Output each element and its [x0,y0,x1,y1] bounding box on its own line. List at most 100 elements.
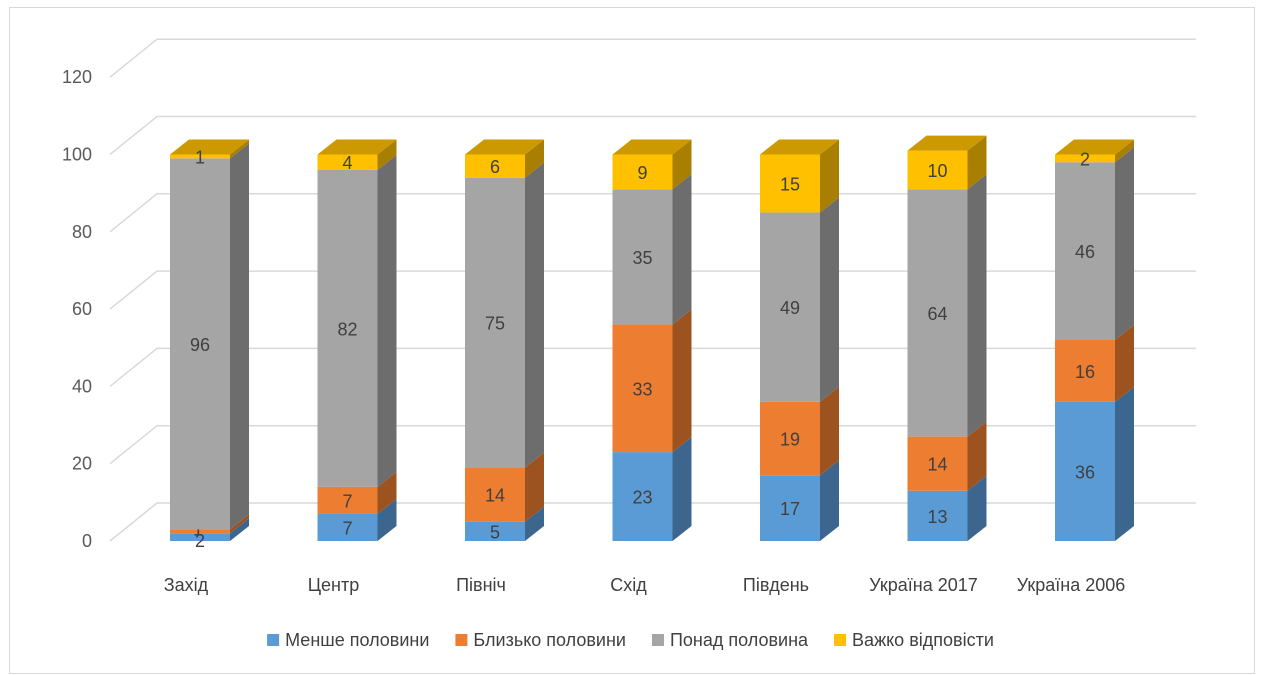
data-label: 36 [1075,462,1095,482]
bar-top [907,135,987,151]
data-label: 82 [337,319,357,339]
bar-side [230,139,249,159]
bar-segment: 7 [317,471,397,514]
bar-side [1115,325,1134,402]
bar-side [1115,386,1134,541]
legend-label: Близько половини [473,630,626,650]
data-label: 2 [195,531,205,551]
bar-top [1055,139,1134,155]
bar-segment: 2 [170,518,249,551]
x-axis: Захід Центр Північ Схід Південь Україна 2017 У… [164,575,1125,595]
x-tick-label: Україна 2006 [1017,575,1126,595]
x-tick-label: Захід [164,575,209,595]
legend-item: Понад половина [651,630,809,650]
data-label: 19 [780,430,800,450]
bar-front [612,189,673,325]
bar-side [1115,147,1134,341]
x-tick-label: Центр [308,575,360,595]
legend-label: Понад половина [670,630,809,650]
bar-side [230,514,249,534]
bar-front [170,154,230,159]
bar-front [612,154,673,190]
bar-side [820,197,839,402]
gridline [109,502,1196,542]
bar-segment: 14 [465,452,544,522]
y-axis: 0 20 40 60 80 100 120 [62,67,92,551]
bar-side [820,460,839,541]
bar-segment: 1 [170,139,249,167]
bar-side [377,471,397,514]
bar-side [672,174,692,325]
bar-segment: 23 [612,437,692,541]
gridlines [109,38,1196,542]
bar-front [907,490,968,541]
bar-front [317,513,378,541]
bar-front [612,452,673,541]
bar-side [967,174,987,437]
bar-side [230,518,249,541]
gridline [109,115,1196,156]
bar-segment: 5 [465,506,544,542]
bar-side [820,386,839,476]
bar-segment: 82 [317,154,397,487]
data-label: 14 [485,486,505,506]
bar-segment: 19 [760,386,839,476]
legend: Менше половини Близько половини Понад поло… [267,630,994,650]
x-tick-label: Україна 2017 [869,575,978,595]
bar-segment: 14 [907,421,987,491]
bar-segment: 10 [907,135,987,190]
data-label: 7 [342,491,352,511]
y-tick-label: 80 [72,222,92,242]
bar-side [525,506,544,541]
bar-side [672,437,692,541]
bar-segment: 15 [760,139,839,213]
bar-side [820,139,839,213]
y-tick-label: 120 [62,67,92,87]
bar-side [967,475,987,541]
bar-side [377,498,397,541]
bar-front [760,401,820,476]
bar-segment: 17 [760,460,839,541]
data-label: 13 [927,507,947,527]
bar-segment: 36 [1055,386,1134,541]
bar-front [760,475,820,541]
bar-top [465,139,544,155]
data-label: 7 [342,518,352,538]
legend-item: Близько половини [455,630,626,650]
data-label: 64 [927,304,947,324]
data-label: 75 [485,314,505,334]
bar-front [465,154,525,178]
bar-top [317,139,397,155]
y-tick-label: 60 [72,299,92,319]
bar-front [317,486,378,514]
y-tick-label: 100 [62,145,92,165]
data-label: 10 [927,161,947,181]
bar-front [1055,340,1115,402]
y-tick-label: 40 [72,376,92,396]
bar-front [170,158,230,530]
bar-segment: 13 [907,475,987,541]
bar-top [170,139,249,155]
bar-front [1055,401,1115,541]
gridline [109,38,1196,78]
legend-swatch [834,634,847,646]
bar-segment: 16 [1055,325,1134,402]
bar-top [760,139,839,155]
bar-front [907,436,968,491]
bar-front [465,177,525,468]
data-label: 33 [632,379,652,399]
bar-side [377,154,397,487]
bar-side [377,139,397,170]
bar-side [525,162,544,468]
legend-item: Важко відповісти [834,630,994,650]
gridline [109,424,1196,465]
legend-swatch [267,634,280,646]
bar-front [465,467,525,522]
legend-label: Менше половини [285,630,429,650]
data-label: 17 [780,499,800,519]
bar-front [907,150,968,190]
bar-front [465,521,525,541]
bar-front [760,154,820,213]
y-tick-label: 0 [82,531,92,551]
